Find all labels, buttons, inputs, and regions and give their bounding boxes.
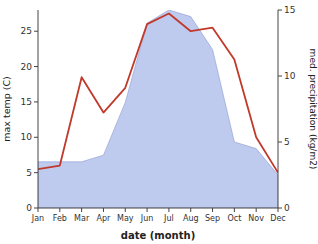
chart-container: 0 5 10 15 20 25 0 5 10 15 Jan Feb Mar Apr May Jun Jul Aug…	[0, 0, 318, 244]
x-tick-label: Nov	[248, 214, 264, 223]
x-tick	[59, 208, 60, 212]
axes: 0 5 10 15 20 25 0 5 10 15 Jan Feb Mar Apr May Jun Jul Aug…	[1, 5, 318, 241]
x-tick	[147, 208, 148, 212]
x-tick-label: Jul	[163, 214, 174, 223]
x-axis-line	[38, 208, 278, 209]
y-tick	[34, 31, 38, 32]
x-tick	[278, 208, 279, 212]
y2-tick	[278, 10, 282, 11]
x-tick	[168, 208, 169, 212]
x-tick-label: Oct	[227, 214, 241, 223]
x-tick-label: Apr	[97, 214, 112, 223]
y-tick	[34, 137, 38, 138]
y-tick	[34, 101, 38, 102]
y-tick-label: 25	[21, 26, 32, 36]
x-tick	[190, 208, 191, 212]
y-tick	[34, 208, 38, 209]
x-tick-label: Sep	[205, 214, 220, 223]
y2-tick-label: 15	[284, 5, 295, 15]
chart: 0 5 10 15 20 25 0 5 10 15 Jan Feb Mar Apr May Jun Jul Aug…	[0, 0, 318, 244]
y-tick-label: 20	[21, 62, 33, 72]
y-axis-label: max temp (C)	[1, 76, 12, 142]
x-tick	[125, 208, 126, 212]
x-tick	[81, 208, 82, 212]
y2-tick	[278, 76, 282, 77]
y-tick	[34, 172, 38, 173]
y2-axis-line	[278, 10, 279, 208]
y-tick-label: 5	[26, 168, 32, 178]
x-tick	[103, 208, 104, 212]
y-tick-label: 10	[21, 132, 33, 142]
y2-axis-label: med. precipitation (kg/m2)	[308, 49, 318, 170]
x-tick-label: May	[117, 214, 134, 223]
x-tick	[256, 208, 257, 212]
y2-tick-label: 10	[284, 71, 296, 81]
precipitation-area	[38, 10, 278, 208]
temperature-line	[38, 14, 278, 173]
x-tick-label: Feb	[53, 214, 67, 223]
x-tick-label: Dec	[270, 214, 285, 223]
y-tick-label: 15	[21, 97, 32, 107]
x-tick-label: Mar	[74, 214, 90, 223]
x-tick	[212, 208, 213, 212]
y-axis-line	[38, 10, 39, 208]
x-axis-label: date (month)	[121, 230, 195, 241]
y2-tick-label: 5	[284, 137, 290, 147]
y-tick	[34, 66, 38, 67]
plot-area	[38, 10, 278, 208]
x-tick	[38, 208, 39, 212]
x-tick-label: Aug	[183, 214, 199, 223]
y2-tick	[278, 208, 282, 209]
y2-tick	[278, 142, 282, 143]
x-tick-label: Jun	[140, 214, 154, 223]
y-tick-label: 0	[26, 203, 32, 213]
x-tick	[234, 208, 235, 212]
y2-tick-label: 0	[284, 203, 290, 213]
x-tick-label: Jan	[31, 214, 44, 223]
